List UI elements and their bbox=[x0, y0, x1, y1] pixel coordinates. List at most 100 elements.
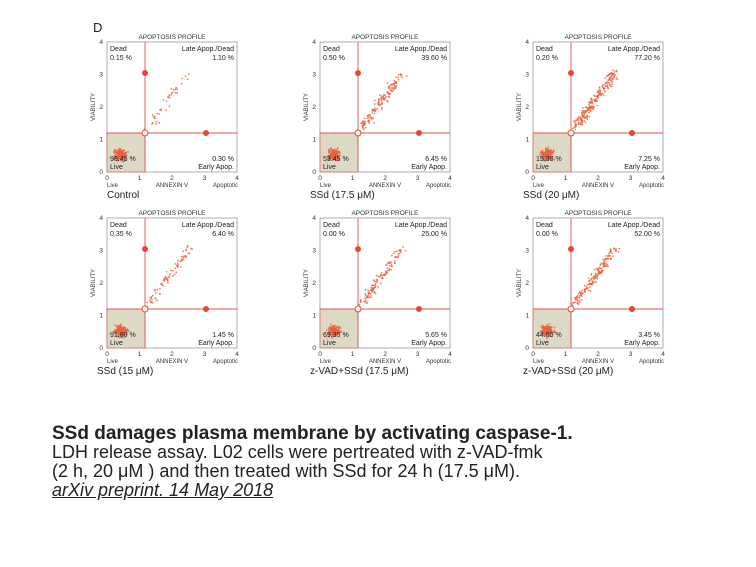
quadrant-early-label: Early Apop. bbox=[411, 340, 447, 347]
x-axis-title: ANNEXIN V bbox=[369, 183, 401, 189]
scatter-point bbox=[121, 334, 124, 337]
scatter-point bbox=[331, 328, 333, 331]
apoptosis-panel: APOPTOSIS PROFILE Dead 0.50 % Late Apop./De… bbox=[304, 34, 452, 201]
scatter-point bbox=[375, 274, 378, 277]
scatter-point bbox=[576, 301, 579, 304]
quadrant-dead-label: Dead bbox=[536, 46, 553, 53]
scatter-point bbox=[373, 112, 376, 115]
scatter-point bbox=[585, 285, 588, 288]
scatter-point bbox=[125, 332, 128, 334]
x-axis-title: ANNEXIN V bbox=[582, 359, 614, 365]
scatter-point bbox=[123, 158, 126, 161]
y-tick-label: 1 bbox=[99, 137, 103, 144]
scatter-point bbox=[386, 91, 389, 94]
scatter-point bbox=[327, 158, 330, 161]
y-tick-label: 4 bbox=[312, 39, 316, 46]
caption-line-1: LDH release assay. L02 cells were pertre… bbox=[52, 442, 543, 462]
scatter-point bbox=[364, 297, 366, 300]
scatter-point bbox=[169, 273, 171, 275]
scatter-point bbox=[124, 328, 126, 331]
scatter-point bbox=[548, 153, 550, 156]
quadrant-late-label: Late Apop./Dead bbox=[608, 46, 660, 53]
scatter-point bbox=[552, 149, 555, 151]
quadrant-late-value: 6.40 % bbox=[212, 231, 234, 238]
scatter-point bbox=[118, 150, 121, 153]
scatter-point bbox=[585, 106, 588, 109]
scatter-point bbox=[339, 154, 341, 157]
scatter-point bbox=[546, 333, 549, 336]
scatter-point bbox=[330, 147, 332, 150]
scatter-point bbox=[187, 252, 190, 255]
scatter-point bbox=[153, 115, 156, 118]
scatter-point bbox=[583, 110, 586, 112]
scatter-point bbox=[123, 152, 125, 155]
scatter-point bbox=[188, 252, 191, 255]
apoptosis-panel: APOPTOSIS PROFILE Dead 0.35 % Late Apop./De… bbox=[91, 210, 239, 377]
scatter-point bbox=[553, 326, 556, 329]
y-tick-label: 1 bbox=[99, 313, 103, 320]
scatter-point bbox=[576, 295, 578, 298]
scatter-point bbox=[593, 278, 596, 280]
scatter-point bbox=[367, 289, 370, 292]
scatter-point bbox=[119, 148, 122, 151]
scatter-point bbox=[388, 265, 391, 267]
scatter-point bbox=[602, 261, 605, 263]
scatter-point bbox=[115, 151, 118, 154]
scatter-point bbox=[616, 70, 618, 73]
scatter-point bbox=[400, 251, 402, 254]
scatter-point bbox=[593, 276, 596, 278]
scatter-point bbox=[603, 90, 606, 92]
scatter-point bbox=[362, 128, 365, 131]
scatter-point bbox=[119, 323, 122, 326]
scatter-point bbox=[393, 87, 395, 90]
scatter-point bbox=[581, 292, 584, 295]
scatter-point bbox=[115, 157, 117, 160]
quadrant-early-label: Early Apop. bbox=[624, 340, 660, 347]
scatter-point bbox=[598, 86, 601, 89]
scatter-point bbox=[176, 88, 179, 91]
scatter-point bbox=[120, 327, 122, 329]
flow-cytometry-panels: APOPTOSIS PROFILE Dead 0.15 % Late Apop./De… bbox=[91, 34, 665, 377]
scatter-point bbox=[605, 263, 608, 265]
scatter-point bbox=[388, 261, 390, 263]
x-axis-left-label: Live bbox=[107, 359, 119, 365]
y-tick-label: 4 bbox=[99, 215, 103, 222]
scatter-point bbox=[584, 289, 586, 291]
x-tick-label: 1 bbox=[564, 351, 568, 358]
profile-title: APOPTOSIS PROFILE bbox=[138, 34, 206, 41]
scatter-point bbox=[387, 86, 390, 88]
scatter-point bbox=[120, 336, 123, 339]
scatter-point bbox=[392, 83, 395, 86]
scatter-point bbox=[373, 103, 376, 105]
quadrant-late-value: 77.20 % bbox=[634, 55, 660, 62]
x-tick-label: 4 bbox=[448, 175, 452, 182]
scatter-point bbox=[608, 73, 611, 76]
y-axis-title: VIABILITY bbox=[91, 93, 97, 121]
scatter-point bbox=[156, 299, 158, 302]
scatter-point bbox=[576, 118, 579, 120]
scatter-point bbox=[616, 78, 619, 81]
gate-center-marker bbox=[354, 305, 362, 313]
scatter-point bbox=[402, 246, 404, 248]
scatter-point bbox=[542, 326, 544, 329]
scatter-point bbox=[375, 280, 377, 283]
x-axis-right-label: Apoptotic bbox=[639, 359, 664, 365]
scatter-point bbox=[330, 155, 333, 158]
quadrant-dead-value: 0.35 % bbox=[110, 231, 132, 238]
scatter-point bbox=[366, 117, 368, 120]
y-tick-label: 4 bbox=[525, 39, 529, 46]
scatter-point bbox=[361, 125, 364, 128]
scatter-point bbox=[370, 289, 373, 292]
scatter-point bbox=[589, 286, 591, 288]
scatter-point bbox=[392, 252, 395, 255]
scatter-point bbox=[546, 148, 549, 151]
scatter-point bbox=[369, 296, 372, 299]
scatter-point bbox=[607, 255, 609, 257]
x-axis-left-label: Live bbox=[320, 359, 332, 365]
scatter-point bbox=[181, 77, 184, 80]
scatter-point bbox=[598, 266, 601, 269]
scatter-point bbox=[331, 336, 333, 339]
scatter-point bbox=[377, 101, 380, 104]
scatter-point bbox=[121, 155, 124, 158]
scatter-point bbox=[167, 281, 169, 284]
